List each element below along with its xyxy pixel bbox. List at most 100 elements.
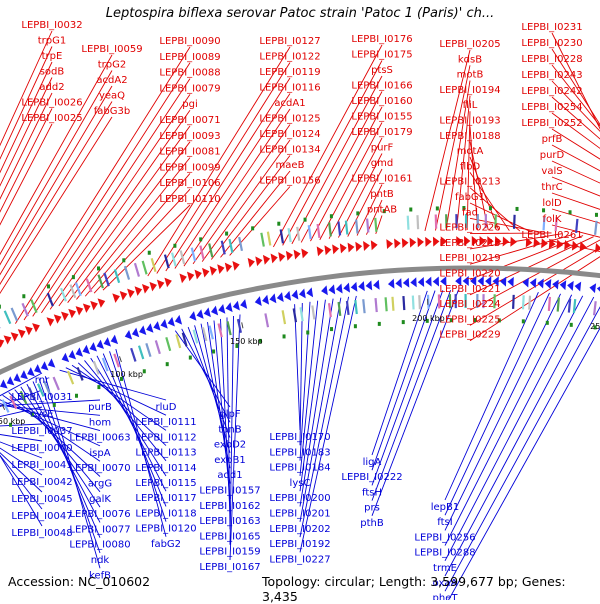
gene-arrow — [589, 283, 596, 293]
gene-arrow — [7, 376, 15, 385]
gene-label: kdsB — [458, 54, 482, 65]
rna-mark — [251, 226, 254, 230]
gene-label: LEPBI_I0160 — [351, 96, 412, 107]
label-leader-line — [295, 304, 300, 430]
gene-arrow — [195, 270, 202, 280]
gene-label: LEPBI_I0080 — [69, 540, 130, 551]
gene-arrow — [278, 252, 285, 262]
gene-arrow — [34, 364, 42, 373]
gene-label: ptsS — [371, 65, 393, 76]
label-leader-line — [0, 93, 52, 373]
rna-mark — [72, 275, 75, 279]
rna-mark — [143, 369, 146, 373]
gene-arrow — [371, 240, 378, 250]
gene-label: LEPBI_I0134 — [259, 145, 320, 156]
gene-label: LEPBI_I0165 — [199, 531, 260, 542]
gene-label: fliL — [463, 100, 478, 111]
rna-mark — [225, 232, 228, 236]
gene-arrow — [146, 323, 153, 333]
gene-label: fad — [462, 207, 478, 218]
gene-arrow — [402, 238, 409, 248]
feature-mark — [294, 308, 296, 322]
gene-label: LEPBI_I0099 — [159, 162, 220, 173]
gene-label: LEPBI_I0155 — [351, 112, 412, 123]
feature-mark — [408, 216, 409, 230]
gene-arrow — [62, 353, 70, 362]
feature-mark — [367, 219, 368, 233]
gene-arrow — [69, 350, 77, 359]
gene-arrow — [572, 241, 579, 251]
gene-arrow — [0, 379, 8, 388]
gene-arrow — [418, 277, 424, 287]
gene-arrow — [373, 280, 380, 290]
gene-label: LEPBI_I0201 — [269, 509, 330, 520]
feature-mark — [114, 354, 119, 367]
gene-label: LEPBI_I0081 — [159, 147, 220, 158]
gene-label: LEPBI_I0118 — [135, 508, 196, 519]
gene-label: ftsI — [437, 517, 452, 528]
gene-label: LEPBI_I0188 — [439, 131, 500, 142]
gene-arrow — [120, 291, 128, 301]
feature-mark — [125, 266, 129, 279]
rna-mark — [409, 207, 412, 211]
feature-mark — [403, 296, 404, 310]
gene-arrow — [552, 280, 559, 290]
gene-arrow — [11, 332, 19, 341]
scale-tick-label: 200 kbp — [412, 314, 445, 323]
gene-label: galK — [89, 494, 111, 505]
gene-label: exbD2 — [214, 440, 246, 451]
feature-mark — [419, 295, 420, 309]
gene-label: LEPBI_I0213 — [439, 177, 500, 188]
gene-arrow — [83, 345, 90, 354]
gene-arrow — [54, 314, 62, 323]
gene-label: sodB — [40, 67, 65, 78]
gene-label: LEPBI_I0252 — [521, 118, 582, 129]
gene-label: LEPBI_I0031 — [11, 392, 72, 403]
gene-label: LEPBI_I0205 — [439, 39, 500, 50]
gene-label: LEPBI_I0242 — [521, 86, 582, 97]
gene-label: purB — [88, 402, 112, 413]
gene-label: LEPBI_I0170 — [269, 432, 330, 443]
gene-label: LEPBI_I0254 — [521, 102, 582, 113]
rna-mark — [378, 322, 381, 326]
gene-label: LEPBI_I0124 — [259, 129, 320, 140]
feature-mark — [413, 296, 414, 310]
gene-arrow — [210, 266, 217, 276]
gene-arrow — [286, 251, 293, 261]
gene-label: LEPBI_I0041 — [11, 460, 72, 471]
feature-mark — [238, 319, 241, 333]
gene-arrow — [142, 284, 150, 294]
gene-arrow — [104, 337, 111, 346]
gene-arrow — [575, 282, 582, 292]
rna-mark — [53, 403, 56, 407]
feature-mark — [297, 227, 299, 241]
rna-mark — [304, 218, 307, 222]
feature-mark — [594, 301, 596, 315]
rna-mark — [546, 321, 549, 325]
gene-label: valS — [541, 166, 562, 177]
gene-label: lolD — [542, 198, 562, 209]
feature-mark — [318, 224, 320, 238]
gene-label: LEPBI_I0288 — [414, 548, 475, 559]
gene-arrow — [358, 281, 365, 291]
gene-arrow — [417, 237, 424, 247]
rna-mark — [283, 334, 286, 338]
gene-label: LEPBI_I0040 — [11, 443, 72, 454]
rna-mark — [402, 320, 405, 324]
gene-arrow — [336, 284, 343, 294]
gene-label: trmE — [433, 563, 457, 574]
gene-label: LEPBI_I0200 — [269, 493, 330, 504]
label-leader-line — [103, 205, 190, 290]
rna-mark — [522, 319, 525, 323]
feature-mark — [417, 215, 418, 229]
gene-label: LEPBI_I0159 — [199, 547, 260, 558]
gene-label: LEPBI_I0042 — [11, 477, 72, 488]
gene-arrow — [211, 306, 218, 316]
gene-arrow — [332, 244, 339, 254]
gene-arrow — [530, 278, 536, 288]
gene-label: add1 — [217, 470, 242, 481]
feature-mark — [376, 298, 377, 312]
gene-arrow — [403, 278, 409, 288]
gene-arrow — [149, 282, 157, 292]
gene-label: LEPBI_I0059 — [81, 44, 142, 55]
